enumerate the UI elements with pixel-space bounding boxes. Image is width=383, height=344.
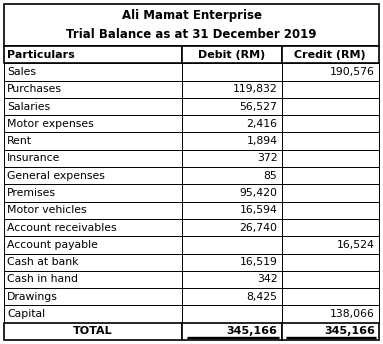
Bar [4,4,379,46]
Text: Capital: Capital [7,309,45,319]
Bar [4,254,182,271]
Bar [182,288,282,305]
Bar [182,184,282,202]
Text: 2,416: 2,416 [247,119,278,129]
Text: Salaries: Salaries [7,101,50,111]
Text: 345,166: 345,166 [227,326,278,336]
Bar [182,115,282,132]
Text: 56,527: 56,527 [240,101,278,111]
Text: Purchases: Purchases [7,84,62,94]
Bar [182,202,282,219]
Bar [282,254,379,271]
Bar [282,150,379,167]
Bar [282,288,379,305]
Text: 16,519: 16,519 [240,257,278,267]
Bar [4,80,182,98]
Bar [282,271,379,288]
Text: 26,740: 26,740 [239,223,278,233]
Bar [182,236,282,254]
Bar [4,46,182,63]
Text: Cash at bank: Cash at bank [7,257,79,267]
Text: 95,420: 95,420 [239,188,278,198]
Text: Cash in hand: Cash in hand [7,275,78,284]
Bar [4,202,182,219]
Bar [182,219,282,236]
Bar [4,63,182,80]
Bar [282,80,379,98]
Bar [4,167,182,184]
Text: 16,594: 16,594 [240,205,278,215]
Text: Motor vehicles: Motor vehicles [7,205,87,215]
Bar [4,150,182,167]
Bar [4,98,182,115]
Bar [282,132,379,150]
Bar [282,63,379,80]
Text: Particulars: Particulars [7,50,75,60]
Bar [182,271,282,288]
Text: Premises: Premises [7,188,56,198]
Text: General expenses: General expenses [7,171,105,181]
Bar [182,46,282,63]
Bar [4,115,182,132]
Text: Account receivables: Account receivables [7,223,117,233]
Text: Insurance: Insurance [7,153,61,163]
Text: 119,832: 119,832 [233,84,278,94]
Text: 190,576: 190,576 [330,67,375,77]
Bar [4,236,182,254]
Bar [282,202,379,219]
Text: Rent: Rent [7,136,32,146]
Text: 138,066: 138,066 [330,309,375,319]
Text: Trial Balance as at 31 December 2019: Trial Balance as at 31 December 2019 [66,28,317,41]
Text: Account payable: Account payable [7,240,98,250]
Bar [182,150,282,167]
Text: Drawings: Drawings [7,292,58,302]
Text: 1,894: 1,894 [247,136,278,146]
Bar [4,288,182,305]
Bar [182,63,282,80]
Bar [4,219,182,236]
Text: 16,524: 16,524 [337,240,375,250]
Bar [4,271,182,288]
Bar [182,132,282,150]
Bar [182,254,282,271]
Text: 372: 372 [257,153,278,163]
Bar [282,115,379,132]
Bar [182,98,282,115]
Text: 342: 342 [257,275,278,284]
Text: TOTAL: TOTAL [73,326,113,336]
Bar [282,219,379,236]
Text: Ali Mamat Enterprise: Ali Mamat Enterprise [121,9,262,22]
Text: 8,425: 8,425 [247,292,278,302]
Bar [282,323,379,340]
Text: Motor expenses: Motor expenses [7,119,94,129]
Bar [4,305,182,323]
Bar [182,167,282,184]
Text: Debit (RM): Debit (RM) [198,50,265,60]
Bar [182,80,282,98]
Text: Sales: Sales [7,67,36,77]
Bar [282,167,379,184]
Bar [182,323,282,340]
Text: 85: 85 [264,171,278,181]
Bar [4,184,182,202]
Bar [4,323,182,340]
Text: Credit (RM): Credit (RM) [295,50,366,60]
Bar [282,98,379,115]
Bar [282,305,379,323]
Bar [282,184,379,202]
Bar [282,46,379,63]
Text: 345,166: 345,166 [324,326,375,336]
Bar [282,236,379,254]
Bar [4,132,182,150]
Bar [182,305,282,323]
